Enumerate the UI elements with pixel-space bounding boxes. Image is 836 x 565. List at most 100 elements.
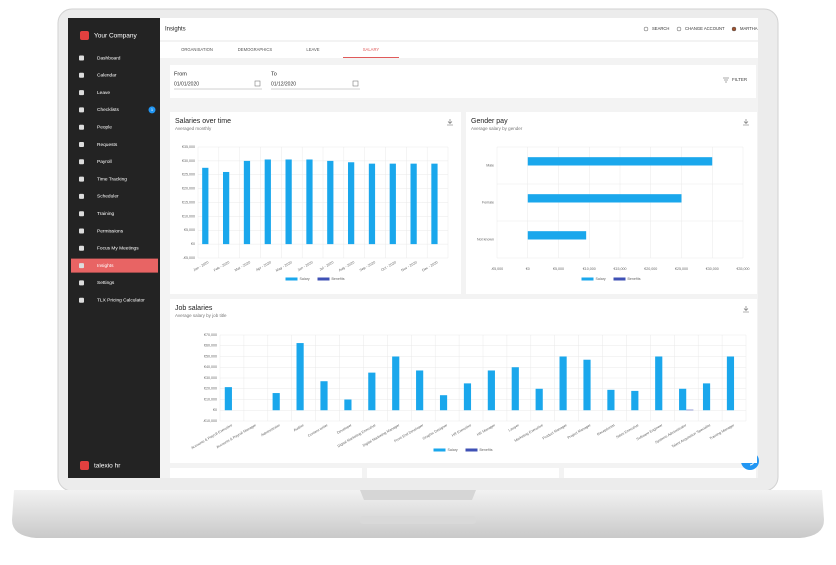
tab[interactable]: DEMOGRAPHICS	[238, 47, 273, 52]
bar	[272, 393, 280, 411]
menu-item[interactable]: Scheduler	[97, 194, 119, 200]
menu-item[interactable]: Training	[97, 211, 114, 217]
filter-button[interactable]: FILTER	[732, 77, 748, 82]
legend-swatch	[581, 277, 594, 281]
tab[interactable]: ORGANISATION	[181, 47, 213, 52]
x-tick-label: Jul - 2020	[319, 260, 335, 271]
bar	[607, 389, 615, 411]
y-tick-label: €20,000	[182, 187, 195, 191]
company-name: Your Company	[94, 33, 138, 40]
menu-item[interactable]: Focus My Meetings	[97, 246, 139, 252]
menu-icon	[79, 297, 84, 303]
bar	[487, 370, 495, 411]
bar	[285, 159, 292, 245]
y-tick-label: €35,000	[182, 145, 195, 149]
menu-item[interactable]: Checklists	[97, 107, 119, 113]
bar	[224, 387, 232, 411]
bar	[655, 356, 663, 411]
menu-item[interactable]: Requests	[97, 142, 118, 148]
menu-item[interactable]: Dashboard	[97, 55, 121, 61]
bar	[243, 160, 251, 245]
menu-icon	[79, 228, 84, 234]
legend-swatch	[613, 277, 626, 281]
bar	[348, 162, 355, 245]
bar	[344, 399, 352, 411]
menu-item[interactable]: Permissions	[97, 228, 124, 234]
menu-item[interactable]: Calendar	[97, 73, 117, 79]
menu-item[interactable]: Insights	[97, 263, 114, 269]
menu-item[interactable]: Payroll	[97, 159, 112, 165]
menu-icon	[79, 280, 84, 286]
bar	[296, 343, 304, 411]
bar	[306, 159, 313, 245]
bar	[389, 163, 396, 245]
x-tick-label: €20,000	[644, 267, 657, 271]
legend-label: Salary	[596, 277, 606, 281]
tab[interactable]: LEAVE	[306, 47, 319, 52]
bar	[535, 388, 543, 411]
from-date[interactable]: 01/01/2020	[174, 81, 199, 87]
x-tick-label: -€5,000	[491, 267, 503, 271]
y-tick-label: €10,000	[204, 397, 217, 401]
chart-subtitle: Average salary by gender	[471, 126, 523, 131]
menu-icon	[79, 142, 84, 147]
y-tick-label: Not known	[477, 237, 494, 241]
header-action[interactable]: SEARCH	[652, 26, 669, 31]
action-icon	[643, 26, 649, 32]
menu-icon	[79, 107, 84, 113]
legend-label: Salary	[448, 448, 458, 452]
download-icon[interactable]	[447, 119, 453, 126]
menu-item[interactable]: Time Tracking	[97, 176, 127, 182]
bar	[631, 390, 639, 411]
bar	[431, 163, 438, 245]
bar	[679, 388, 687, 411]
menu-item[interactable]: People	[97, 124, 112, 130]
card	[170, 468, 362, 478]
bar	[264, 159, 271, 245]
y-tick-label: Female	[482, 200, 494, 204]
y-tick-label: -€5,000	[183, 256, 195, 260]
card	[564, 468, 756, 478]
menu-icon	[79, 211, 84, 217]
chart-title: Job salaries	[175, 305, 213, 312]
y-tick-label: €0	[191, 242, 195, 246]
calendar-icon[interactable]	[254, 80, 261, 87]
y-tick-label: €10,000	[182, 214, 195, 218]
menu-active	[71, 258, 158, 273]
chart-title: Gender pay	[471, 118, 508, 125]
legend-label: Salary	[300, 277, 310, 281]
company-logo	[80, 31, 89, 40]
action-icon	[676, 26, 682, 32]
menu-item[interactable]: Settings	[97, 280, 115, 286]
menu-badge	[148, 106, 156, 114]
x-tick-label: Lawyer	[508, 423, 521, 433]
legend-label: Benefits	[480, 448, 493, 452]
y-tick-label: €40,000	[204, 365, 217, 369]
to-label: To	[271, 71, 277, 77]
menu-icon	[79, 90, 84, 96]
header-action[interactable]: MARTHA	[740, 26, 758, 31]
filter-card	[170, 65, 756, 98]
chart-card	[466, 112, 757, 294]
x-tick-label: €0	[526, 267, 530, 271]
menu-item[interactable]: Leave	[97, 90, 110, 96]
chart-card	[170, 112, 461, 294]
legend-label: Benefits	[332, 277, 345, 281]
menu-icon	[79, 176, 84, 182]
top-bar	[160, 18, 758, 40]
y-tick-label: €20,000	[204, 387, 217, 391]
menu-item[interactable]: TLX Pricing Calculator	[97, 297, 145, 303]
download-icon[interactable]	[743, 306, 749, 313]
from-label: From	[174, 71, 187, 77]
header-action[interactable]: CHANGE ACCOUNT	[685, 26, 725, 31]
laptop-base	[12, 490, 824, 538]
y-tick-label: €50,000	[204, 354, 217, 358]
brand-logo	[80, 461, 89, 470]
to-date[interactable]: 01/12/2020	[271, 81, 296, 87]
tab[interactable]: SALARY	[363, 47, 380, 52]
download-icon[interactable]	[743, 119, 749, 126]
menu-icon	[79, 72, 84, 78]
calendar-icon[interactable]	[352, 80, 359, 87]
